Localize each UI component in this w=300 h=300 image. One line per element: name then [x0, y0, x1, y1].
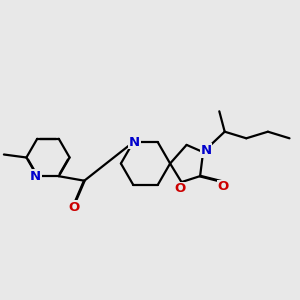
Text: O: O	[218, 180, 229, 194]
Text: O: O	[68, 201, 80, 214]
Text: O: O	[174, 182, 186, 195]
Text: N: N	[30, 170, 41, 183]
Text: N: N	[200, 144, 212, 157]
Text: N: N	[129, 136, 140, 149]
